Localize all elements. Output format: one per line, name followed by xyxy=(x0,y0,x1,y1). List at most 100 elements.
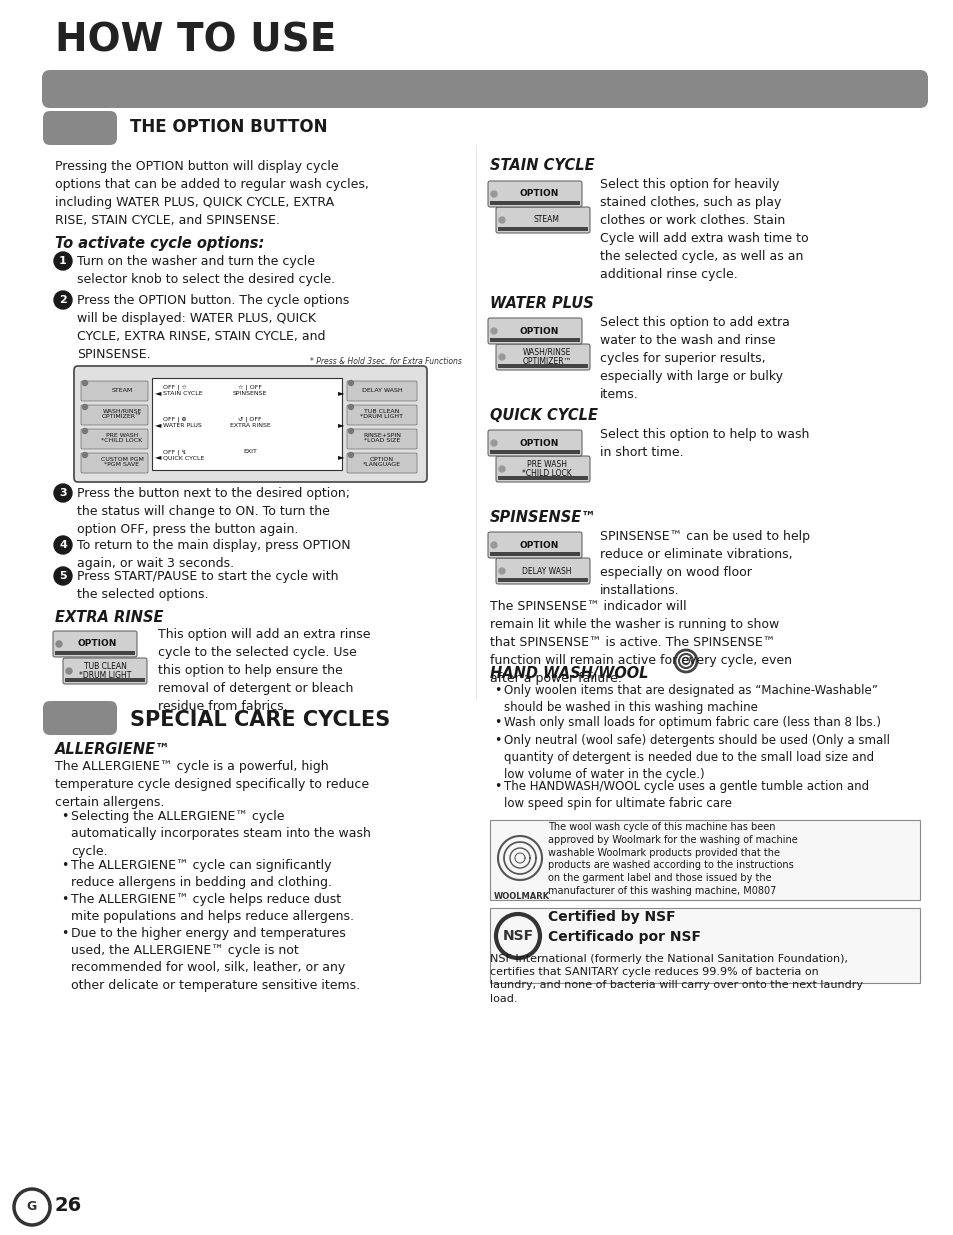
Circle shape xyxy=(66,668,71,674)
Text: •: • xyxy=(61,893,69,905)
Text: PRE WASH
*CHILD LOCK: PRE WASH *CHILD LOCK xyxy=(101,432,143,443)
Circle shape xyxy=(82,380,88,385)
Text: STEAM: STEAM xyxy=(112,388,132,393)
Circle shape xyxy=(56,641,62,647)
Text: •: • xyxy=(494,734,501,747)
Bar xyxy=(152,378,341,471)
Text: EXTRA RINSE: EXTRA RINSE xyxy=(55,610,163,625)
Text: PRE WASH
*CHILD LOCK: PRE WASH *CHILD LOCK xyxy=(521,459,571,478)
Text: THE OPTION BUTTON: THE OPTION BUTTON xyxy=(130,119,327,136)
Text: SPINSENSE™ can be used to help
reduce or eliminate vibrations,
especially on woo: SPINSENSE™ can be used to help reduce or… xyxy=(599,530,809,597)
Bar xyxy=(490,552,579,556)
Circle shape xyxy=(348,380,354,385)
Circle shape xyxy=(54,484,71,501)
Text: Certified by NSF
Certificado por NSF: Certified by NSF Certificado por NSF xyxy=(547,910,700,944)
Text: ◄: ◄ xyxy=(154,389,161,398)
Circle shape xyxy=(54,252,71,270)
Text: STEAM: STEAM xyxy=(534,215,559,225)
FancyBboxPatch shape xyxy=(81,382,148,401)
Text: OFF | ⊕
WATER PLUS: OFF | ⊕ WATER PLUS xyxy=(163,417,201,427)
Circle shape xyxy=(491,329,497,333)
Circle shape xyxy=(498,568,504,574)
FancyBboxPatch shape xyxy=(488,532,581,558)
Text: Turn on the washer and turn the cycle
selector knob to select the desired cycle.: Turn on the washer and turn the cycle se… xyxy=(77,254,335,287)
FancyBboxPatch shape xyxy=(347,453,416,473)
Text: The ALLERGIENE™ cycle can significantly
reduce allergens in bedding and clothing: The ALLERGIENE™ cycle can significantly … xyxy=(71,858,332,889)
Bar xyxy=(490,820,919,900)
FancyBboxPatch shape xyxy=(347,382,416,401)
Circle shape xyxy=(54,291,71,309)
Text: To return to the main display, press OPTION
again, or wait 3 seconds.: To return to the main display, press OPT… xyxy=(77,538,351,571)
Text: Only neutral (wool safe) detergents should be used (Only a small
quantity of det: Only neutral (wool safe) detergents shou… xyxy=(503,734,889,781)
Text: ALLERGIENE™: ALLERGIENE™ xyxy=(55,742,171,757)
Text: The HANDWASH/WOOL cycle uses a gentle tumble action and
low speed spin for ultim: The HANDWASH/WOOL cycle uses a gentle tu… xyxy=(503,781,868,810)
Text: OFF | ↯
QUICK CYCLE: OFF | ↯ QUICK CYCLE xyxy=(163,450,204,461)
Bar xyxy=(490,908,919,983)
Text: DELAY WASH: DELAY WASH xyxy=(361,388,402,393)
FancyBboxPatch shape xyxy=(81,405,148,425)
Circle shape xyxy=(498,217,504,224)
Text: TUB CLEAN
*DRUM LIGHT: TUB CLEAN *DRUM LIGHT xyxy=(79,662,132,680)
FancyBboxPatch shape xyxy=(496,558,589,584)
Text: WOOLMARK: WOOLMARK xyxy=(494,892,550,902)
FancyBboxPatch shape xyxy=(496,456,589,482)
Text: 3: 3 xyxy=(59,488,67,498)
Text: G: G xyxy=(27,1200,37,1214)
Text: 1: 1 xyxy=(59,256,67,266)
Text: OPTION: OPTION xyxy=(518,189,558,199)
Circle shape xyxy=(54,567,71,585)
FancyBboxPatch shape xyxy=(53,631,137,657)
FancyBboxPatch shape xyxy=(347,405,416,425)
Text: STAIN CYCLE: STAIN CYCLE xyxy=(490,158,594,173)
Text: To activate cycle options:: To activate cycle options: xyxy=(55,236,264,251)
Circle shape xyxy=(498,466,504,472)
Text: ►: ► xyxy=(337,452,344,462)
Text: The wool wash cycle of this machine has been
approved by Woolmark for the washin: The wool wash cycle of this machine has … xyxy=(547,823,797,897)
FancyBboxPatch shape xyxy=(496,345,589,370)
Text: Press the button next to the desired option;
the status will change to ON. To tu: Press the button next to the desired opt… xyxy=(77,487,350,536)
Text: OFF | ☆
STAIN CYCLE: OFF | ☆ STAIN CYCLE xyxy=(163,385,202,396)
Circle shape xyxy=(82,452,88,457)
Circle shape xyxy=(348,405,354,410)
Text: Only woolen items that are designated as “Machine-Washable”
should be washed in : Only woolen items that are designated as… xyxy=(503,684,877,714)
FancyBboxPatch shape xyxy=(81,453,148,473)
Circle shape xyxy=(82,405,88,410)
Text: 5: 5 xyxy=(59,571,67,580)
Text: •: • xyxy=(61,810,69,823)
FancyBboxPatch shape xyxy=(43,111,117,144)
FancyBboxPatch shape xyxy=(488,317,581,345)
Text: •: • xyxy=(61,858,69,872)
Circle shape xyxy=(348,429,354,433)
Text: Press START/PAUSE to start the cycle with
the selected options.: Press START/PAUSE to start the cycle wit… xyxy=(77,571,338,601)
Text: ►: ► xyxy=(337,420,344,430)
Text: Select this option to add extra
water to the wash and rinse
cycles for superior : Select this option to add extra water to… xyxy=(599,316,789,401)
FancyBboxPatch shape xyxy=(496,207,589,233)
Bar xyxy=(490,450,579,454)
Text: Selecting the ALLERGIENE™ cycle
automatically incorporates steam into the wash
c: Selecting the ALLERGIENE™ cycle automati… xyxy=(71,810,371,858)
Bar xyxy=(490,201,579,205)
Text: ◄: ◄ xyxy=(154,420,161,430)
FancyBboxPatch shape xyxy=(488,430,581,456)
Circle shape xyxy=(54,536,71,555)
Text: NSF International (formerly the National Sanitation Foundation),
certifies that : NSF International (formerly the National… xyxy=(490,953,862,1004)
Text: HOW TO USE: HOW TO USE xyxy=(55,22,336,61)
FancyBboxPatch shape xyxy=(74,366,427,482)
Text: CUSTOM PGM
*PGM SAVE: CUSTOM PGM *PGM SAVE xyxy=(100,457,143,467)
Text: OPTION: OPTION xyxy=(518,541,558,550)
Bar xyxy=(497,475,587,480)
Text: OPTION: OPTION xyxy=(77,640,116,648)
Text: •: • xyxy=(494,684,501,697)
Text: •: • xyxy=(494,781,501,793)
Text: The SPINSENSE™ indicador will
remain lit while the washer is running to show
tha: The SPINSENSE™ indicador will remain lit… xyxy=(490,600,791,685)
Text: •: • xyxy=(61,926,69,940)
Text: The ALLERGIENE™ cycle helps reduce dust
mite populations and helps reduce allerg: The ALLERGIENE™ cycle helps reduce dust … xyxy=(71,893,354,923)
Text: HAND WASH/WOOL: HAND WASH/WOOL xyxy=(490,666,659,680)
FancyBboxPatch shape xyxy=(488,182,581,207)
Text: Due to the higher energy and temperatures
used, the ALLERGIENE™ cycle is not
rec: Due to the higher energy and temperature… xyxy=(71,926,359,992)
Bar xyxy=(497,364,587,368)
Text: ►: ► xyxy=(337,389,344,398)
Circle shape xyxy=(491,440,497,446)
FancyBboxPatch shape xyxy=(347,429,416,450)
Circle shape xyxy=(498,354,504,359)
Text: DELAY WASH: DELAY WASH xyxy=(521,567,571,576)
